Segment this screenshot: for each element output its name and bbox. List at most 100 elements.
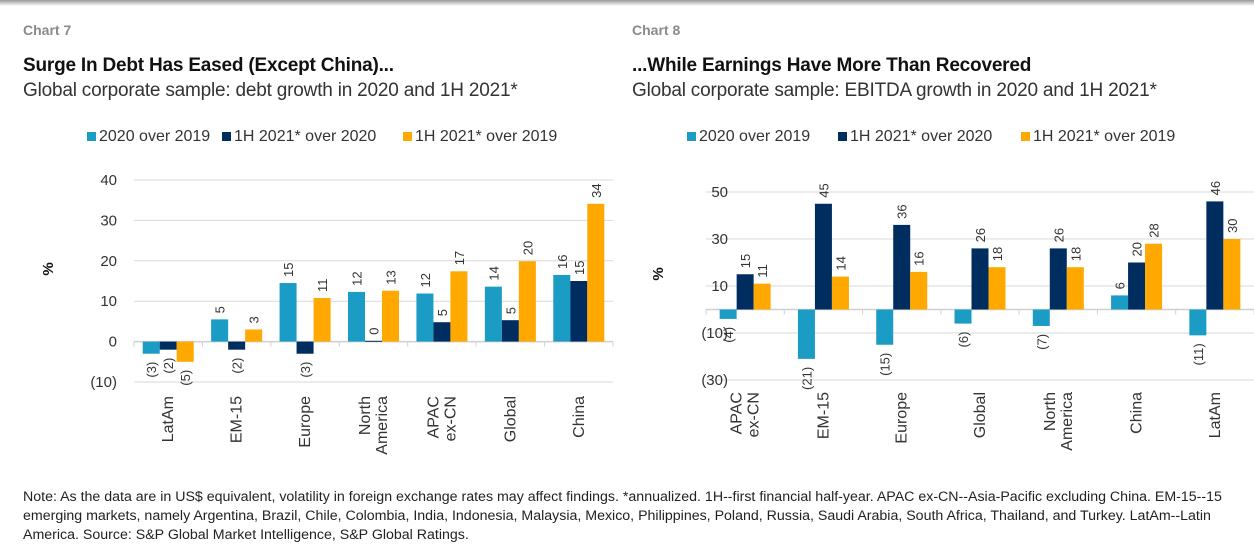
data-label: 5 xyxy=(435,309,450,316)
data-label: 15 xyxy=(738,254,753,268)
legend-item: 1H 2021* over 2019 xyxy=(1021,128,1175,145)
y-tick-label: 10 xyxy=(100,293,117,310)
data-label: 14 xyxy=(486,266,501,280)
legend-label: 1H 2021* over 2019 xyxy=(415,128,557,145)
x-category-label: LatAm xyxy=(1207,392,1224,438)
data-label: 45 xyxy=(816,183,831,197)
footnote: Note: As the data are in US$ equivalent,… xyxy=(23,489,1222,543)
legend-label: 1H 2021* over 2020 xyxy=(850,128,992,145)
data-label: 3 xyxy=(247,316,262,323)
bar xyxy=(797,309,815,359)
bar xyxy=(348,291,365,342)
data-label: 17 xyxy=(452,251,467,265)
x-category-label: APAC xyxy=(425,396,442,438)
y-tick-label: 50 xyxy=(711,184,728,201)
data-label: 12 xyxy=(418,273,433,287)
data-label: 16 xyxy=(555,254,570,268)
legend-swatch xyxy=(87,132,96,141)
bar xyxy=(570,281,588,342)
page-top-edge xyxy=(0,0,1254,6)
chart-7-panel: Chart 7 Surge In Debt Has Eased (Except … xyxy=(0,0,620,480)
chart-title: ...While Earnings Have More Than Recover… xyxy=(632,55,1032,76)
data-label: 36 xyxy=(895,204,910,218)
bar xyxy=(553,274,571,342)
legend-item: 1H 2021* over 2020 xyxy=(222,128,376,145)
x-category-label: ex-CN xyxy=(746,392,763,437)
bar xyxy=(484,286,502,342)
data-label: 46 xyxy=(1208,181,1223,195)
bar xyxy=(1145,243,1163,310)
x-category-label: Global xyxy=(972,392,989,438)
x-category-label: Europe xyxy=(894,392,911,444)
data-label: (2) xyxy=(161,358,176,374)
data-label: 26 xyxy=(973,228,988,242)
x-category-label: China xyxy=(1129,392,1146,434)
y-tick-label: 20 xyxy=(100,253,117,270)
y-tick-label: (10) xyxy=(701,325,728,342)
data-label: 5 xyxy=(503,307,518,314)
bar xyxy=(1032,309,1050,326)
x-category-label: Global xyxy=(502,396,519,442)
bar xyxy=(753,283,771,310)
bar xyxy=(1128,262,1146,310)
data-label: 14 xyxy=(833,256,848,270)
y-tick-label: 30 xyxy=(711,231,728,248)
legend-swatch xyxy=(838,132,847,141)
data-label: 30 xyxy=(1225,219,1240,233)
bar xyxy=(518,261,536,342)
x-category-label: EM-15 xyxy=(815,392,832,439)
x-category-label: North xyxy=(357,396,374,435)
y-tick-label: (10) xyxy=(90,374,117,391)
bar xyxy=(1223,239,1241,310)
bar xyxy=(1206,201,1224,310)
data-label: 11 xyxy=(315,278,330,292)
bar xyxy=(893,224,911,310)
legend-swatch xyxy=(222,132,231,141)
data-label: 18 xyxy=(990,247,1005,261)
bar xyxy=(1066,267,1084,310)
y-tick-label: (30) xyxy=(701,372,728,389)
y-tick-label: 10 xyxy=(711,278,728,295)
y-tick-label: 0 xyxy=(109,334,117,351)
data-label: 5 xyxy=(213,306,228,313)
data-label: 28 xyxy=(1147,223,1162,237)
bar xyxy=(954,309,972,324)
legend-item: 1H 2021* over 2019 xyxy=(403,128,557,145)
chart-number: Chart 8 xyxy=(632,22,681,38)
y-tick-label: 40 xyxy=(100,172,117,189)
bar xyxy=(365,340,382,342)
y-axis-label: % xyxy=(40,262,57,275)
bar xyxy=(736,274,754,310)
data-label: 15 xyxy=(281,263,296,277)
bar xyxy=(1049,248,1067,310)
bar xyxy=(1189,309,1207,336)
legend-swatch xyxy=(403,132,412,141)
data-label: 15 xyxy=(572,261,587,275)
bar xyxy=(313,297,331,342)
bar xyxy=(176,341,194,362)
bar xyxy=(433,322,451,342)
data-label: (11) xyxy=(1191,343,1206,365)
bar xyxy=(416,293,434,342)
chart-8-plot: 2020 over 2019 1H 2021* over 2020 1H 2021*… xyxy=(650,128,1254,451)
bar xyxy=(228,341,246,350)
bar xyxy=(587,203,605,342)
legend-item: 2020 over 2019 xyxy=(87,128,210,145)
y-axis-label: % xyxy=(650,267,667,280)
data-label: 0 xyxy=(367,328,382,335)
bar xyxy=(910,271,928,310)
legend-label: 2020 over 2019 xyxy=(99,128,210,145)
data-label: (15) xyxy=(878,353,893,376)
bar xyxy=(501,320,519,342)
chart-title: Surge In Debt Has Eased (Except China)..… xyxy=(23,55,394,76)
legend-item: 2020 over 2019 xyxy=(687,128,810,145)
x-category-label: America xyxy=(374,396,391,455)
x-category-label: APAC xyxy=(729,392,746,434)
bar xyxy=(971,248,989,310)
bar xyxy=(279,283,297,342)
data-label: 26 xyxy=(1051,228,1066,242)
bar xyxy=(814,203,832,310)
legend-item: 1H 2021* over 2020 xyxy=(838,128,992,145)
data-label: 11 xyxy=(755,264,770,278)
data-label: 12 xyxy=(350,271,365,285)
